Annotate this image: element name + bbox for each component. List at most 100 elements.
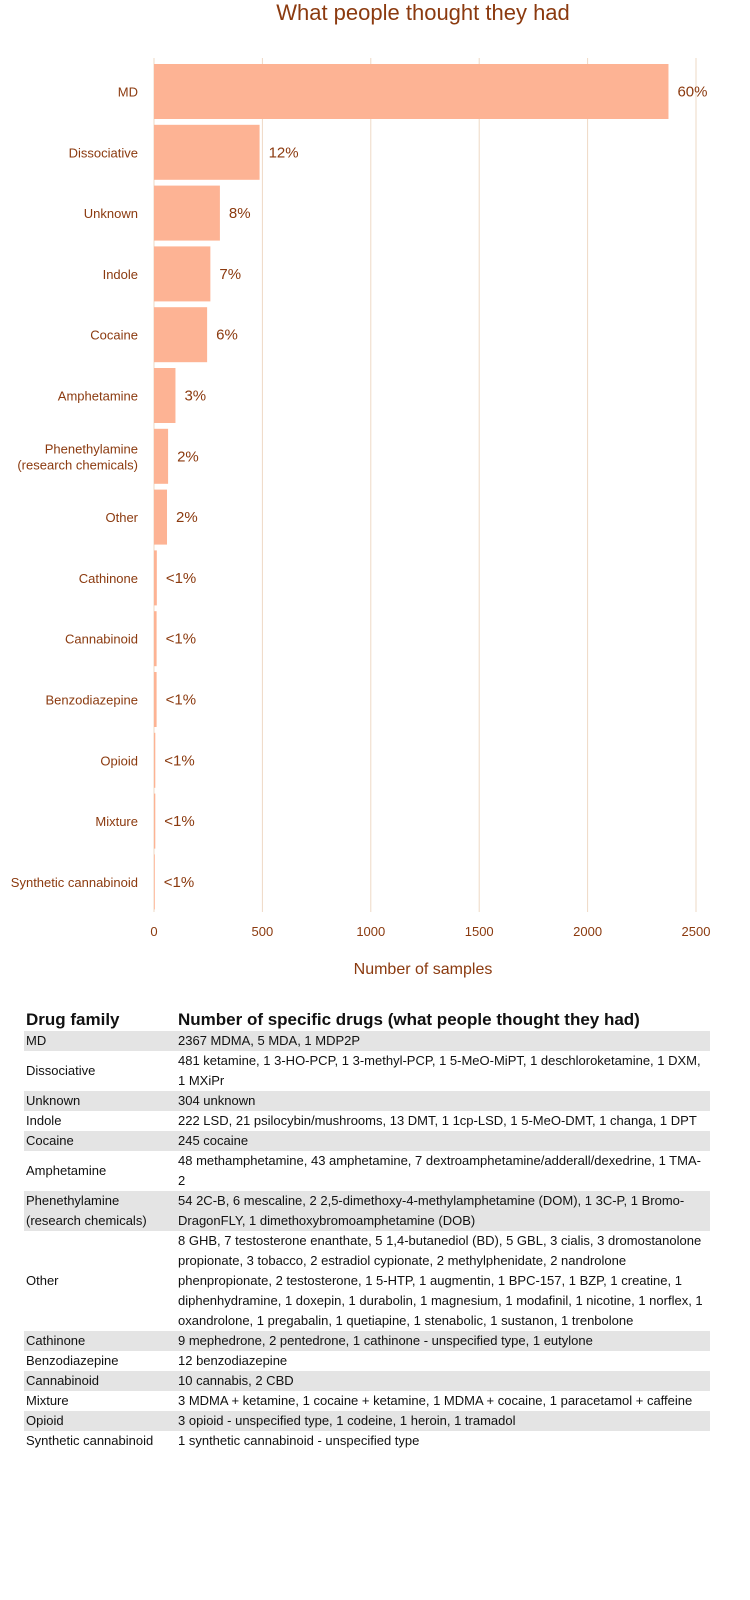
cell-drug-family: Indole <box>26 1113 62 1128</box>
cell-specific-drugs: 3 opioid - unspecified type, 1 codeine, … <box>176 1411 710 1431</box>
cell-drug-family: Unknown <box>24 1091 176 1111</box>
cell-specific-drugs: 3 MDMA + ketamine, 1 cocaine + ketamine,… <box>178 1393 693 1408</box>
cell-drug-family: Benzodiazepine <box>26 1353 119 1368</box>
cell-drug-family: Mixture <box>26 1393 69 1408</box>
cell-specific-drugs: 12 benzodiazepine <box>178 1353 288 1368</box>
x-tick-label: 1000 <box>356 924 385 939</box>
category-label: Phenethylamine (research chemicals) <box>17 441 138 472</box>
bar <box>154 793 156 849</box>
table-row: Dissociative 481 ketamine, 1 3-HO-PCP, 1 … <box>24 1051 710 1091</box>
cell-specific-drugs: 48 methamphetamine, 43 amphetamine, 7 de… <box>178 1153 701 1188</box>
category-label: Cannabinoid <box>65 632 138 647</box>
data-label: <1% <box>164 874 194 891</box>
category-label: Dissociative <box>69 145 138 160</box>
bar <box>154 428 169 484</box>
table-row: Unknown 304 unknown <box>24 1091 710 1111</box>
table-row: Mixture 3 MDMA + ketamine, 1 cocaine + ke… <box>24 1391 710 1411</box>
x-axis-ticks: 0 500 1000 1500 2000 2500 <box>150 924 710 939</box>
cell-specific-drugs: 9 mephedrone, 2 pentedrone, 1 cathinone … <box>176 1331 710 1351</box>
data-label: 60% <box>677 84 707 101</box>
cell-drug-family: Opioid <box>24 1411 176 1431</box>
x-tick-label: 1500 <box>465 924 494 939</box>
category-label: Synthetic cannabinoid <box>11 875 138 890</box>
table-row: Opioid 3 opioid - unspecified type, 1 cod… <box>24 1411 710 1431</box>
bar <box>154 672 157 727</box>
bar <box>154 368 176 423</box>
table-row: Cathinone 9 mephedrone, 2 pentedrone, 1 c… <box>24 1331 710 1351</box>
cell-drug-family: Cannabinoid <box>24 1371 176 1391</box>
category-label: Amphetamine <box>58 389 138 404</box>
cell-specific-drugs: 54 2C-B, 6 mescaline, 2 2,5-dimethoxy-4-… <box>176 1191 710 1231</box>
data-label: 2% <box>176 509 198 526</box>
cell-drug-family: Synthetic cannabinoid <box>26 1433 154 1448</box>
cell-specific-drugs: 304 unknown <box>176 1091 710 1111</box>
table-row: Phenethylamine (research chemicals) 54 2C… <box>24 1191 710 1231</box>
cell-drug-family: Phenethylamine (research chemicals) <box>24 1191 176 1231</box>
cell-drug-family: Dissociative <box>26 1063 96 1078</box>
header-drug-family: Drug family <box>26 1010 120 1029</box>
table-row: Indole 222 LSD, 21 psilocybin/mushrooms, … <box>24 1111 710 1131</box>
table-row: MD 2367 MDMA, 5 MDA, 1 MDP2P <box>24 1031 710 1051</box>
table-row: Benzodiazepine 12 benzodiazepine <box>24 1351 710 1371</box>
data-label: <1% <box>166 631 196 648</box>
category-label: Unknown <box>84 206 138 221</box>
data-label: 7% <box>219 266 241 283</box>
category-label: Opioid <box>100 753 138 768</box>
cell-specific-drugs: 1 synthetic cannabinoid - unspecified ty… <box>178 1433 420 1448</box>
category-label: Benzodiazepine <box>45 693 138 708</box>
cell-drug-family: MD <box>24 1031 176 1051</box>
cell-specific-drugs: 2367 MDMA, 5 MDA, 1 MDP2P <box>176 1031 710 1051</box>
bar <box>154 124 260 180</box>
cell-specific-drugs: 245 cocaine <box>176 1131 710 1151</box>
category-label: Cocaine <box>90 328 138 343</box>
bar <box>154 185 220 241</box>
data-label: 12% <box>269 144 299 161</box>
data-label: <1% <box>164 813 194 830</box>
x-tick-label: 2500 <box>682 924 711 939</box>
header-specific-drugs: Number of specific drugs (what people th… <box>178 1010 640 1029</box>
bar <box>154 307 208 363</box>
chart-title: What people thought they had <box>276 0 570 25</box>
bar <box>154 732 156 788</box>
data-label: 6% <box>216 327 238 344</box>
cell-specific-drugs: 222 LSD, 21 psilocybin/mushrooms, 13 DMT… <box>178 1113 697 1128</box>
cell-drug-family: Cocaine <box>24 1131 176 1151</box>
cell-specific-drugs: 10 cannabis, 2 CBD <box>176 1371 710 1391</box>
x-tick-label: 2000 <box>573 924 602 939</box>
cell-drug-family: Cathinone <box>24 1331 176 1351</box>
bar <box>154 64 669 119</box>
x-tick-label: 500 <box>252 924 274 939</box>
table-row: Cocaine 245 cocaine <box>24 1131 710 1151</box>
table-row: Cannabinoid 10 cannabis, 2 CBD <box>24 1371 710 1391</box>
data-label: <1% <box>166 692 196 709</box>
bar <box>154 489 168 545</box>
table-row: Synthetic cannabinoid 1 synthetic cannabi… <box>24 1431 710 1451</box>
category-label: Cathinone <box>79 571 138 586</box>
bar <box>154 550 157 606</box>
table-row: Amphetamine 48 methamphetamine, 43 amphet… <box>24 1151 710 1191</box>
cell-drug-family: Amphetamine <box>26 1163 107 1178</box>
cell-specific-drugs: 8 GHB, 7 testosterone enanthate, 5 1,4-b… <box>178 1233 703 1328</box>
category-label: MD <box>118 85 138 100</box>
drug-table: Drug family Number of specific drugs (wh… <box>24 1008 710 1451</box>
bar <box>154 854 155 910</box>
table-header-row: Drug family Number of specific drugs (wh… <box>24 1008 710 1031</box>
bar <box>154 611 157 667</box>
x-tick-label: 0 <box>150 924 157 939</box>
data-label: 2% <box>177 448 199 465</box>
table-body: MD 2367 MDMA, 5 MDA, 1 MDP2P Dissociative 4… <box>24 1031 710 1451</box>
category-label: Mixture <box>95 814 138 829</box>
gridlines <box>153 58 697 912</box>
data-label: <1% <box>166 570 196 587</box>
data-label: 8% <box>229 205 251 222</box>
category-label: Other <box>105 510 138 525</box>
data-label: <1% <box>164 752 194 769</box>
bar <box>154 246 211 302</box>
cell-drug-family: Other <box>26 1273 59 1288</box>
data-label: 3% <box>184 388 206 405</box>
table-row: Other 8 GHB, 7 testosterone enanthate, 5 … <box>24 1231 710 1331</box>
cell-specific-drugs: 481 ketamine, 1 3-HO-PCP, 1 3-methyl-PCP… <box>178 1053 701 1088</box>
category-label: Indole <box>103 267 138 282</box>
x-axis-label: Number of samples <box>354 961 493 978</box>
drug-table-container: Drug family Number of specific drugs (wh… <box>24 1008 710 1451</box>
